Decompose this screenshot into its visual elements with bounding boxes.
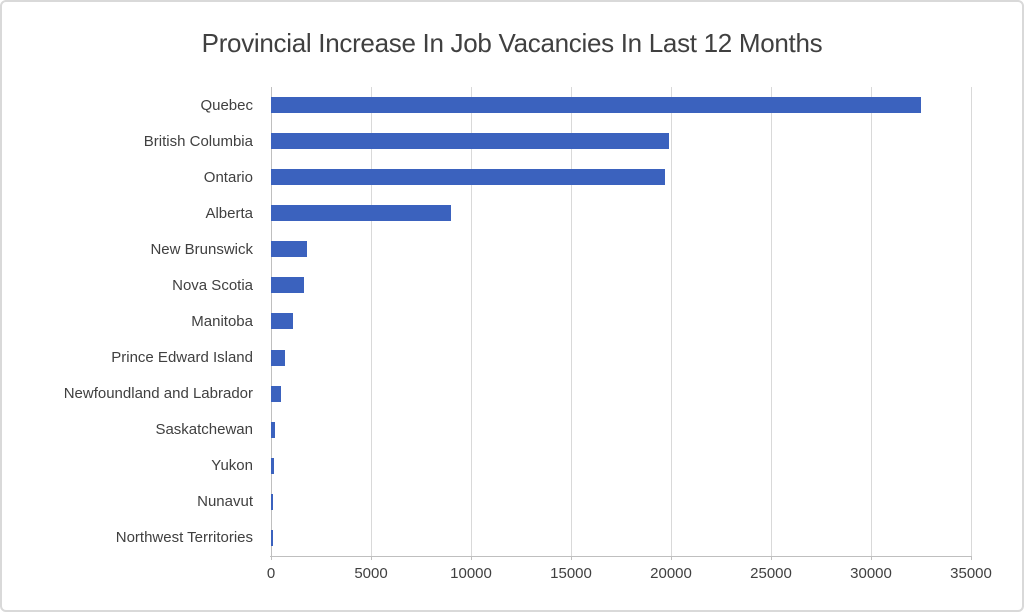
bar-row	[271, 159, 971, 195]
category-label: Manitoba	[191, 312, 253, 330]
bar-quebec	[271, 97, 921, 114]
bar-saskatchewan	[271, 421, 275, 438]
bar-row	[271, 376, 971, 412]
x-axis-tick-mark	[770, 556, 772, 560]
x-axis-tick-label: 5000	[354, 565, 388, 582]
bar-row	[271, 303, 971, 339]
bar-row	[271, 87, 971, 123]
bar-row	[271, 267, 971, 303]
gridline	[570, 87, 572, 556]
gridline	[370, 87, 372, 556]
x-axis-tick-label: 10000	[450, 565, 492, 582]
bar-row	[271, 195, 971, 231]
category-label: Saskatchewan	[155, 421, 253, 439]
bar-alberta	[271, 205, 451, 222]
bar-nunavut	[271, 493, 273, 510]
gridline	[770, 87, 772, 556]
category-label: Quebec	[200, 96, 253, 114]
x-axis-tick-label: 0	[266, 565, 276, 582]
category-label: Newfoundland and Labrador	[63, 385, 253, 403]
bar-ontario	[271, 169, 665, 186]
x-axis-tick-label: 15000	[550, 565, 592, 582]
bar-prince-edward-island	[271, 349, 285, 366]
bar-yukon	[271, 457, 274, 474]
x-axis-tick-mark	[570, 556, 572, 560]
category-label: Northwest Territories	[115, 529, 253, 547]
category-axis-labels: Quebec British Columbia Ontario Alberta New …	[2, 87, 271, 556]
bar-row	[271, 340, 971, 376]
bar-manitoba	[271, 313, 293, 330]
bar-row	[271, 123, 971, 159]
bar-row	[271, 412, 971, 448]
bar-row	[271, 484, 971, 520]
x-axis-tick-label: 25000	[750, 565, 792, 582]
x-axis-tick-label: 30000	[850, 565, 892, 582]
category-label: Nova Scotia	[172, 276, 253, 294]
category-label: Yukon	[211, 457, 253, 475]
category-label: Nunavut	[197, 493, 253, 511]
x-axis-tick-mark	[870, 556, 872, 560]
x-axis-line	[270, 556, 972, 557]
category-label: Ontario	[203, 168, 253, 186]
x-axis-tick-mark	[670, 556, 672, 560]
x-axis-tick-label: 35000	[950, 565, 992, 582]
chart-title: Provincial Increase In Job Vacancies In …	[201, 28, 823, 58]
x-axis-tick-mark	[970, 556, 972, 560]
bar-nova-scotia	[271, 277, 304, 294]
x-axis-tick-mark	[270, 556, 272, 560]
category-label: British Columbia	[143, 132, 253, 150]
x-axis-tick-label: 20000	[650, 565, 692, 582]
bar-row	[271, 231, 971, 267]
gridline	[970, 87, 972, 556]
bar-british-columbia	[271, 133, 669, 150]
category-label: Alberta	[205, 204, 253, 222]
x-axis-tick-mark	[470, 556, 472, 560]
gridline	[670, 87, 672, 556]
bar-row	[271, 448, 971, 484]
x-axis-tick-mark	[370, 556, 372, 560]
gridline	[470, 87, 472, 556]
plot-area	[270, 87, 972, 560]
bar-row	[271, 520, 971, 556]
bar-new-brunswick	[271, 241, 307, 258]
bar-northwest-territories	[271, 529, 273, 546]
bar-newfoundland-and-labrador	[271, 385, 281, 402]
category-label: New Brunswick	[150, 240, 253, 258]
category-label: Prince Edward Island	[111, 349, 253, 367]
gridline	[870, 87, 872, 556]
